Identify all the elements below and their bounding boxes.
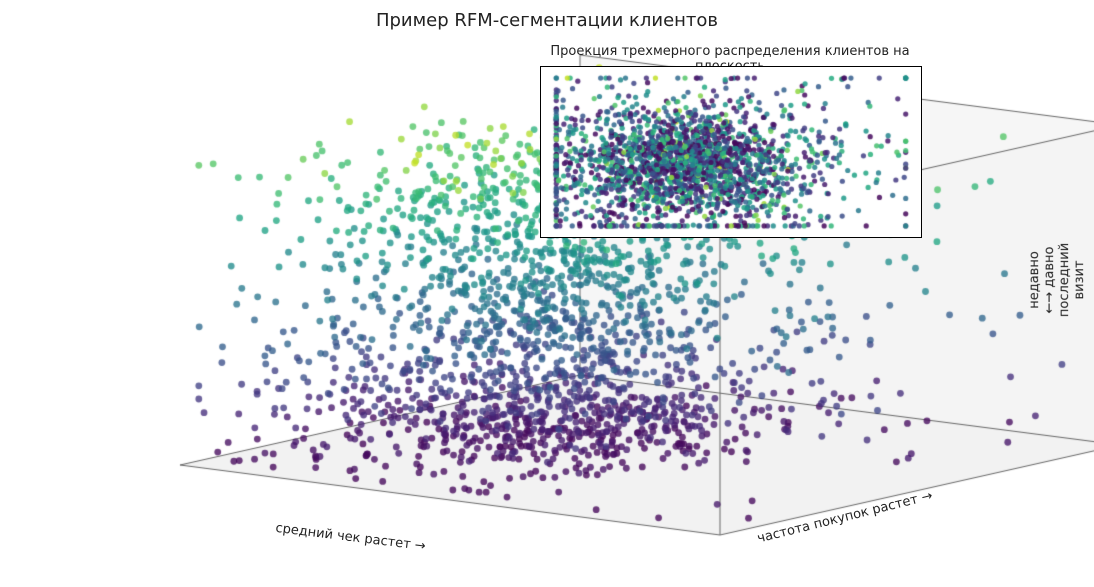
scatter-2d-projection [541, 67, 921, 237]
inset-2d-panel [540, 66, 922, 238]
figure-root: Пример RFM-сегментации клиентов Проекция… [0, 0, 1094, 587]
z-axis-label-line1: недавно ←→ давно [1027, 243, 1057, 317]
z-axis-label: недавно ←→ давно последний визит [1027, 243, 1087, 317]
figure-title: Пример RFM-сегментации клиентов [0, 10, 1094, 31]
z-axis-label-line2: последний визит [1057, 243, 1087, 317]
